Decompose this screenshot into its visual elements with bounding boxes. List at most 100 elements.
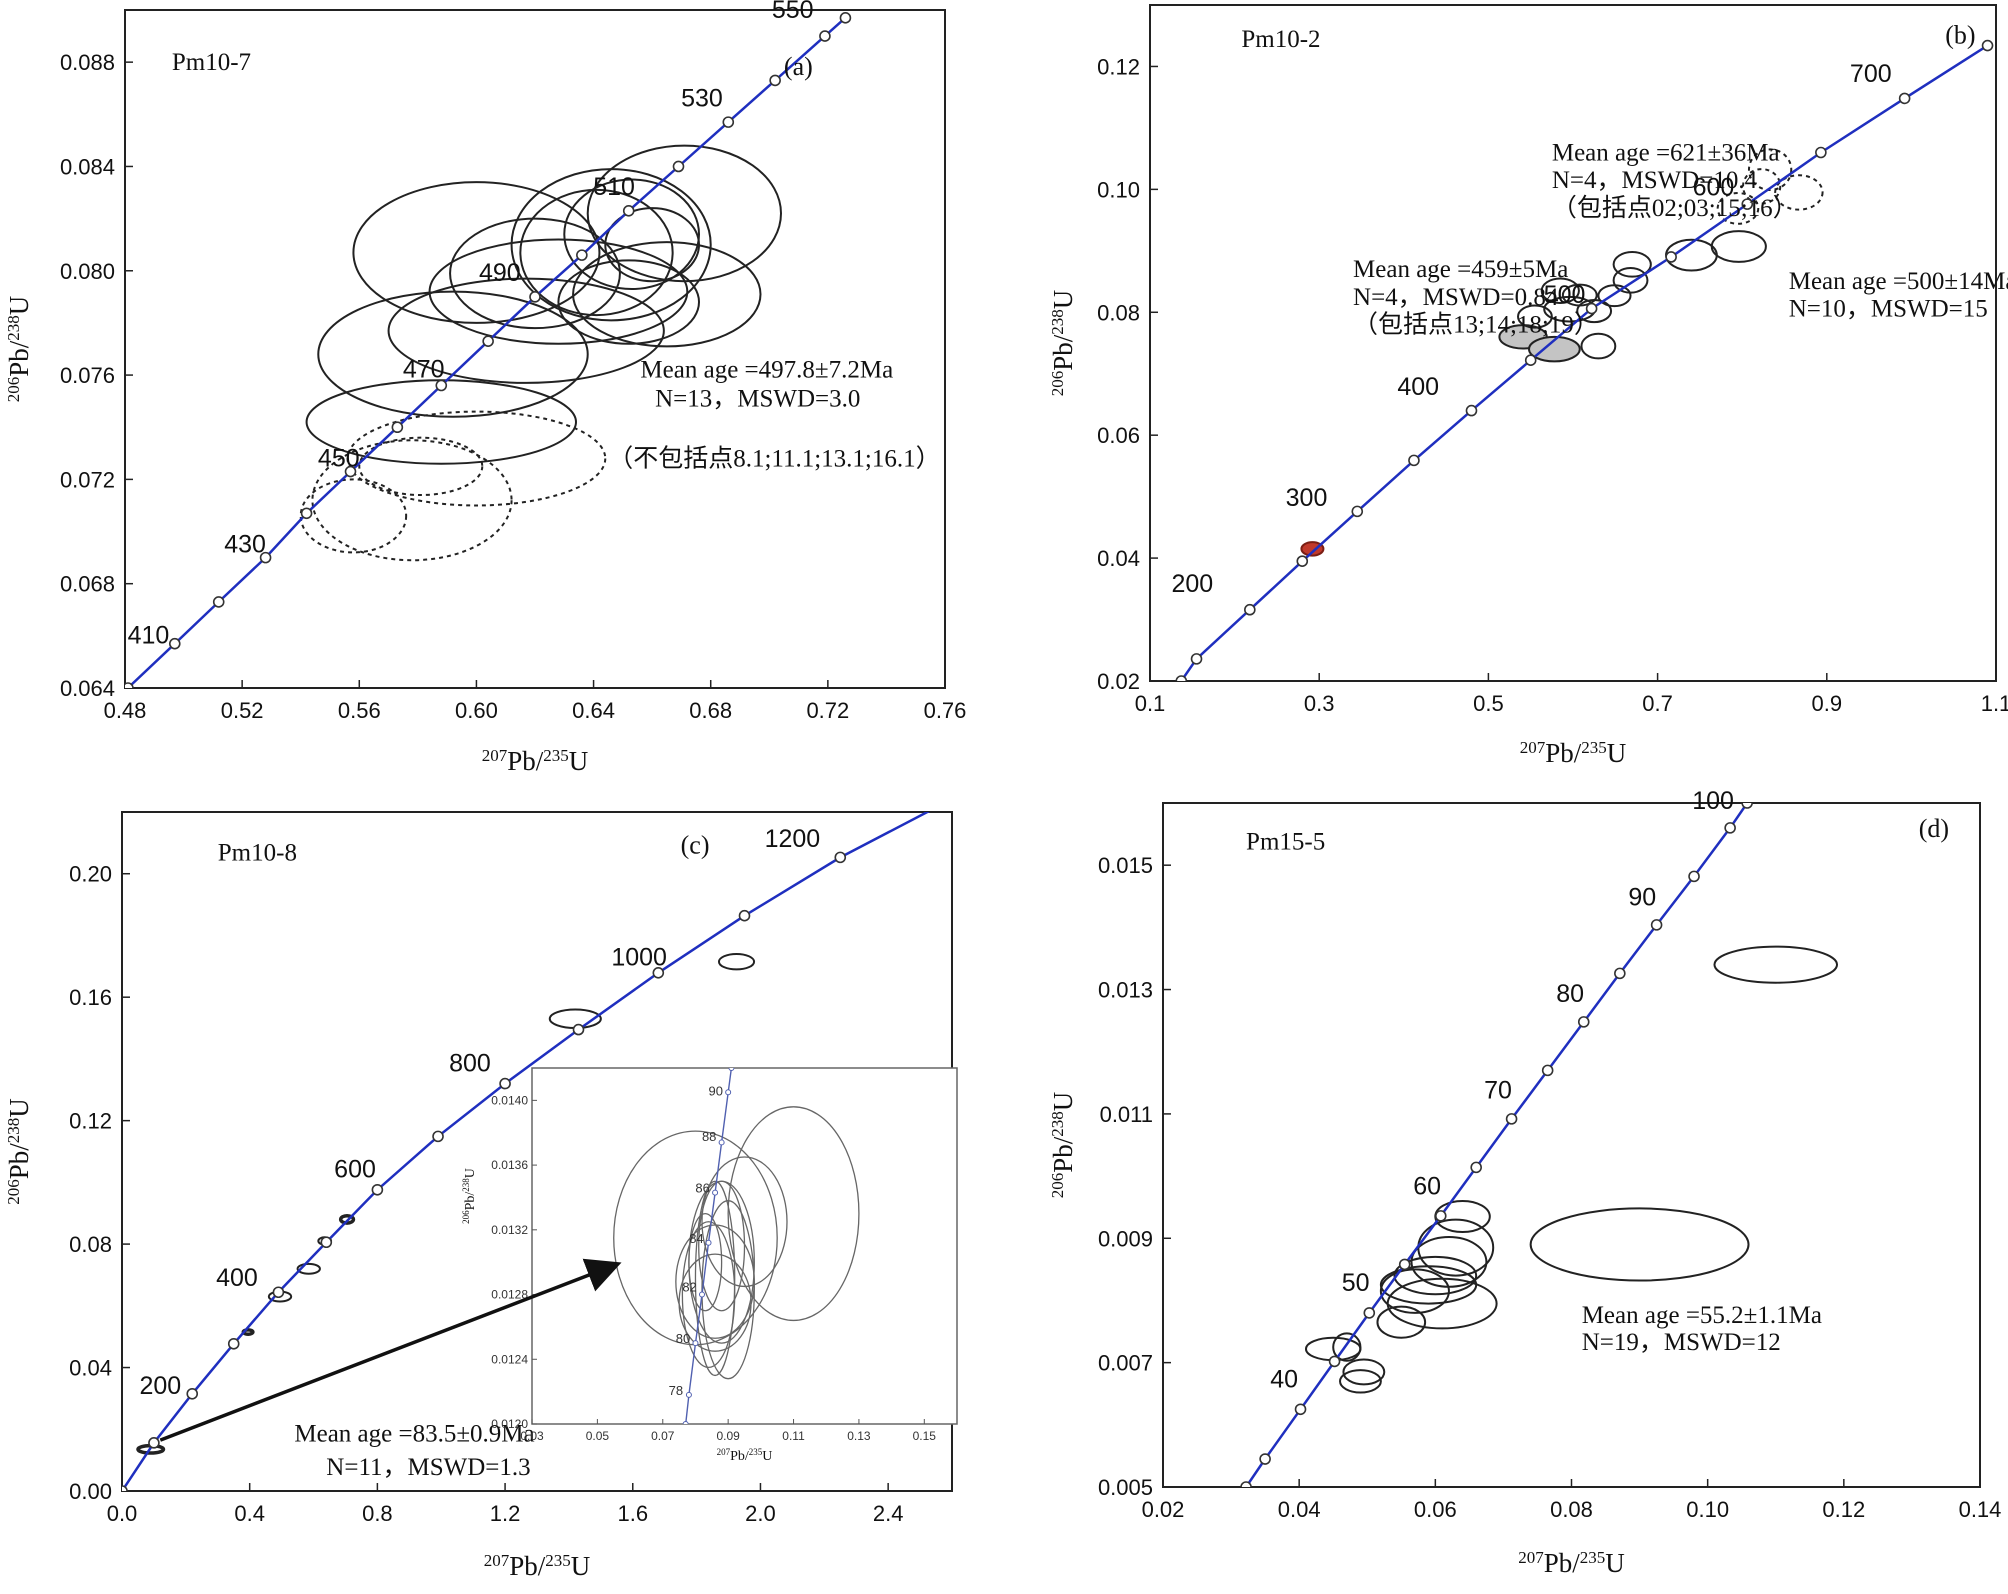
inset-y-tick-label: 0.0136	[491, 1158, 528, 1172]
inset-plot: 0.03 0.05 0.07 0.09 0.11 0.13 0.15 0.0120 0.0124…	[461, 1067, 958, 1464]
concordia-point	[1524, 354, 1537, 367]
y-tick-label: 0.009	[1098, 1226, 1153, 1251]
concordia-point	[344, 465, 357, 478]
inset-age-label: 78	[669, 1383, 683, 1398]
inset-y-tick-label: 0.0120	[491, 1417, 528, 1431]
x-tick-label: 0.3	[1304, 691, 1335, 716]
concordia-point	[1190, 653, 1203, 665]
error-ellipse	[338, 1213, 356, 1225]
x-tick-label: 0.7	[1642, 691, 1673, 716]
x-tick-label: 0.14	[1959, 1497, 2002, 1522]
concordia-point	[576, 249, 588, 261]
error-ellipse	[563, 178, 701, 291]
concordia-point	[1505, 1113, 1518, 1125]
age-label: 200	[1171, 570, 1213, 598]
age-label: 510	[593, 173, 635, 201]
inset-y-tick-label: 0.0124	[491, 1352, 528, 1366]
concordia-point	[1296, 555, 1309, 567]
concordia-point	[1434, 1210, 1447, 1222]
concordia-point	[300, 507, 313, 520]
concordia-point	[529, 291, 541, 303]
age-label: 400	[216, 1264, 258, 1292]
x-axis-label: 207Pb/235U	[1518, 1548, 1625, 1579]
inset-error-ellipse	[727, 1106, 860, 1322]
concordia-point	[622, 204, 635, 217]
inset-age-label: 80	[676, 1331, 690, 1346]
concordia-curve	[1180, 44, 1989, 681]
mean-age-annotation: （包括点02;03;15;16）	[1552, 194, 1798, 222]
y-axis-label: 206Pb/238U	[1048, 290, 1079, 397]
x-tick-label: 2.4	[873, 1501, 904, 1526]
concordia-point	[1259, 1453, 1271, 1465]
concordia-point	[432, 1130, 444, 1143]
error-ellipse	[1339, 1369, 1382, 1394]
concordia-point	[122, 1485, 128, 1491]
concordia-point	[1741, 198, 1754, 210]
concordia-point	[1244, 603, 1256, 616]
inset-pointer-arrow	[159, 1258, 622, 1442]
panel-label: (c)	[681, 831, 710, 860]
age-label: 600	[334, 1155, 376, 1183]
error-ellipse	[352, 181, 601, 324]
concordia-point	[499, 1077, 511, 1090]
inset-x-tick-label: 0.03	[520, 1429, 544, 1443]
concordia-point	[1294, 1403, 1307, 1416]
age-label: 470	[403, 356, 445, 384]
y-tick-label: 0.080	[60, 259, 115, 284]
age-label: 430	[224, 530, 266, 558]
concordia-point	[769, 74, 781, 87]
concordia-point	[1898, 92, 1911, 105]
inset-error-ellipse	[688, 1212, 723, 1312]
inset-concordia-point	[705, 1239, 712, 1246]
y-tick-label: 0.015	[1098, 853, 1153, 878]
y-tick-label: 0.072	[60, 467, 115, 492]
mean-age-annotation: N=13，MSWD=3.0	[655, 385, 860, 412]
age-label: 60	[1413, 1173, 1441, 1201]
y-axis-label: 206Pb/238U	[4, 1098, 35, 1205]
y-tick-label: 0.007	[1098, 1351, 1153, 1376]
error-ellipse	[1612, 251, 1652, 278]
concordia-point	[738, 909, 751, 922]
concordia-point	[212, 596, 225, 608]
y-tick-label: 0.04	[1097, 546, 1140, 571]
error-ellipse	[1528, 335, 1581, 363]
y-tick-label: 0.16	[69, 985, 112, 1010]
sample-name: Pm15-5	[1246, 829, 1325, 856]
concordia-point	[482, 335, 494, 347]
concordia-curve	[122, 812, 931, 1491]
x-tick-label: 0.08	[1550, 1497, 1593, 1522]
age-label: 70	[1484, 1076, 1512, 1104]
error-ellipse	[1597, 284, 1632, 308]
inset-concordia-point	[685, 1391, 692, 1398]
mean-age-annotation: （不包括点8.1;11.1;13.1;16.1）	[608, 444, 940, 472]
inset-x-tick-label: 0.13	[847, 1429, 871, 1443]
plot-frame	[1149, 4, 1997, 682]
inset-concordia-point	[718, 1139, 725, 1146]
panel-c: 0.0 0.4 0.8 1.2 1.6 2.0 2.4 0.00 0.04 0.08 0.12 0.1…	[4, 811, 958, 1581]
x-axis-label: 207Pb/235U	[482, 746, 589, 777]
x-tick-label: 0.9	[1812, 691, 1843, 716]
age-label: 450	[318, 444, 360, 472]
inset-y-axis-label: 206Pb/238U	[461, 1168, 478, 1224]
inset-age-label: 82	[682, 1279, 696, 1294]
error-ellipse	[317, 290, 589, 418]
x-tick-label: 0.12	[1822, 1497, 1865, 1522]
age-label: 410	[128, 622, 170, 650]
x-tick-label: 1.2	[490, 1501, 521, 1526]
concordia-point	[1175, 675, 1188, 681]
y-tick-label: 0.013	[1098, 978, 1153, 1003]
error-ellipse	[1540, 277, 1580, 305]
concordia-point	[371, 1183, 384, 1196]
error-ellipse	[1716, 192, 1760, 225]
age-label: 1200	[765, 825, 821, 853]
y-tick-label: 0.068	[60, 572, 115, 597]
mean-age-annotation: N=19，MSWD=12	[1582, 1329, 1781, 1356]
x-tick-label: 0.02	[1142, 1497, 1185, 1522]
y-tick-label: 0.06	[1097, 423, 1140, 448]
error-ellipse	[1332, 1332, 1362, 1362]
age-label: 300	[1286, 484, 1328, 512]
error-ellipse	[1612, 267, 1649, 294]
error-ellipse	[358, 436, 484, 497]
y-tick-label: 0.04	[69, 1356, 112, 1381]
concordia-point	[1351, 505, 1364, 518]
